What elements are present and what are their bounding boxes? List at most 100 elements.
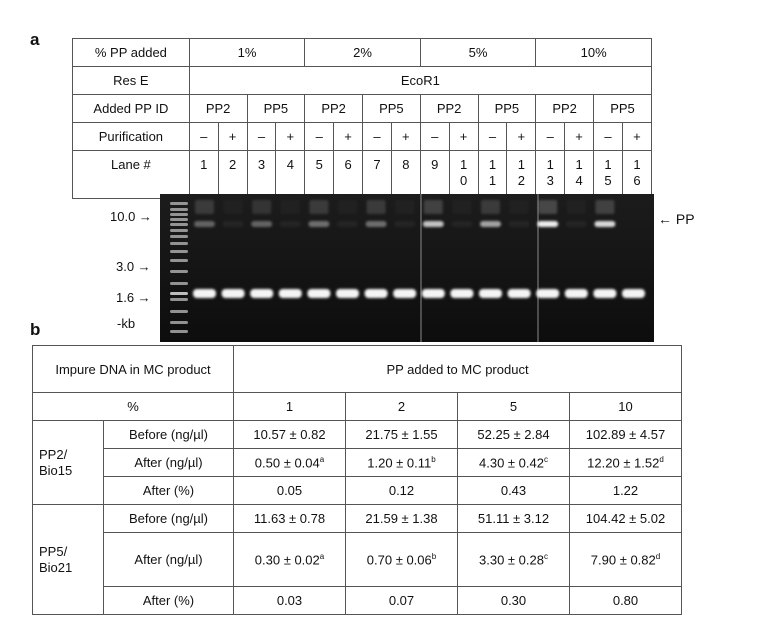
enzyme-name: EcoR1 [188,66,653,95]
value-text: 1.22 [612,483,639,498]
value-text: 102.89 ± 4.57 [585,427,666,442]
ladder-band [170,223,188,226]
value-cell: 10.57 ± 0.82 [233,420,346,449]
value-superscript: b [431,454,436,464]
pp-id-cell: PP5 [246,94,306,123]
pp-band [365,221,387,227]
pp-band [422,221,444,227]
dna-table: Impure DNA in MC product PP added to MC … [32,345,682,615]
value-text: 3.30 ± 0.28 [479,552,544,568]
table-b-body: PP2/ Bio15 Before (ng/µl) 10.57 ± 0.82 21.7… [32,420,682,615]
lane-number: 2 [217,150,248,199]
percent-col-2: 2 [345,392,458,421]
lane-number: 15 [593,150,623,199]
pp-band [222,221,244,227]
percent-10: 10% [535,38,652,67]
value-superscript: d [655,551,661,561]
value-cell: 0.80 [569,586,682,615]
main-band [364,289,388,298]
lane-number: 4 [275,150,306,199]
pp-added-header: % PP added [72,38,190,67]
value-cell: 0.50 ± 0.04a [233,448,346,477]
upper-smear [538,200,558,214]
pp-band [337,221,358,227]
value-cell: 11.63 ± 0.78 [233,504,346,533]
upper-smear [223,200,243,214]
value-cell: 1.22 [569,476,682,505]
lane-number: 14 [564,150,595,199]
table-row: PP5/ Bio21 Before (ng/µl) 11.63 ± 0.78 21.5… [32,504,682,615]
main-band [622,289,645,298]
value-superscript: b [431,551,437,561]
pp-added-mc-header: PP added to MC product [233,345,682,393]
pp-id-cell: PP5 [477,94,537,123]
percent-2: 2% [304,38,421,67]
panel-a-label: a [30,30,40,49]
main-band [307,289,331,298]
lane-number: 3 [246,150,277,199]
gel-bands [193,200,645,298]
main-band [593,289,617,298]
lane-number: 16 [621,150,653,199]
marker-kb-unit: -kb [117,316,136,331]
value-cell: 12.20 ± 1.52d [569,448,682,477]
ladder-band [170,235,188,238]
pp-band [537,221,559,227]
table-row: After (%) 0.03 0.07 0.30 0.80 [33,586,682,615]
value-text: 52.25 ± 2.84 [477,427,550,442]
table-row: PP2/ Bio15 Before (ng/µl) 10.57 ± 0.82 21.7… [32,420,682,505]
purification-cell: + [448,122,479,151]
upper-smear [566,200,586,214]
ladder-band [170,270,188,273]
value-cell: 52.25 ± 2.84 [457,420,570,449]
ladder-band [170,208,188,211]
lane-header: Lane # [72,150,190,199]
purification-cell: + [390,122,421,151]
ladder-band [170,321,188,324]
lane-number: 7 [362,150,392,199]
main-band [278,289,302,298]
pp-id-cell: PP2 [535,94,595,123]
pp-band [508,221,530,227]
lane-number: 8 [390,150,421,199]
ladder-band [170,242,188,245]
upper-smear [481,200,500,214]
value-cell: 0.70 ± 0.06b [345,532,458,587]
pp-band [251,221,273,227]
pp-id-row: Added PP ID PP2 PP5 PP2 PP5 PP2 PP5 PP2 PP5 [72,94,652,123]
lane-number: 5 [304,150,335,199]
lane-number: 11 [477,150,508,199]
main-band [564,289,588,298]
upper-smear [309,200,329,214]
table-row: After (%) 0.05 0.12 0.43 1.22 [33,476,682,505]
value-text: 0.80 [612,593,639,608]
percent-col-1: 1 [233,392,346,421]
marker-3kb: 3.0 → [116,259,151,274]
ladder-lane [170,202,188,333]
value-text: 0.03 [276,593,303,608]
upper-smear [338,200,357,214]
value-text: 51.11 ± 3.12 [477,511,550,526]
lane-number: 6 [333,150,364,199]
purification-cell: – [246,122,277,151]
main-band [421,289,445,298]
value-superscript: d [659,454,664,464]
upper-smear [195,200,214,214]
row-label: After (%) [103,476,234,505]
pp-band [279,221,301,227]
upper-smear [509,200,529,214]
main-band [450,289,474,298]
value-text: 0.05 [276,483,303,498]
pp-band [194,221,215,227]
upper-smear [595,200,615,214]
gel-image [160,194,654,347]
ladder-band [170,310,188,313]
value-superscript: a [319,551,325,561]
upper-smear [366,200,386,214]
value-text: 21.59 ± 1.38 [365,511,438,526]
main-band [250,289,274,298]
lane-number: 12 [506,150,537,199]
purification-cell: + [333,122,364,151]
value-text: 1.20 ± 0.11 [367,455,432,471]
value-cell: 4.30 ± 0.42c [457,448,570,477]
